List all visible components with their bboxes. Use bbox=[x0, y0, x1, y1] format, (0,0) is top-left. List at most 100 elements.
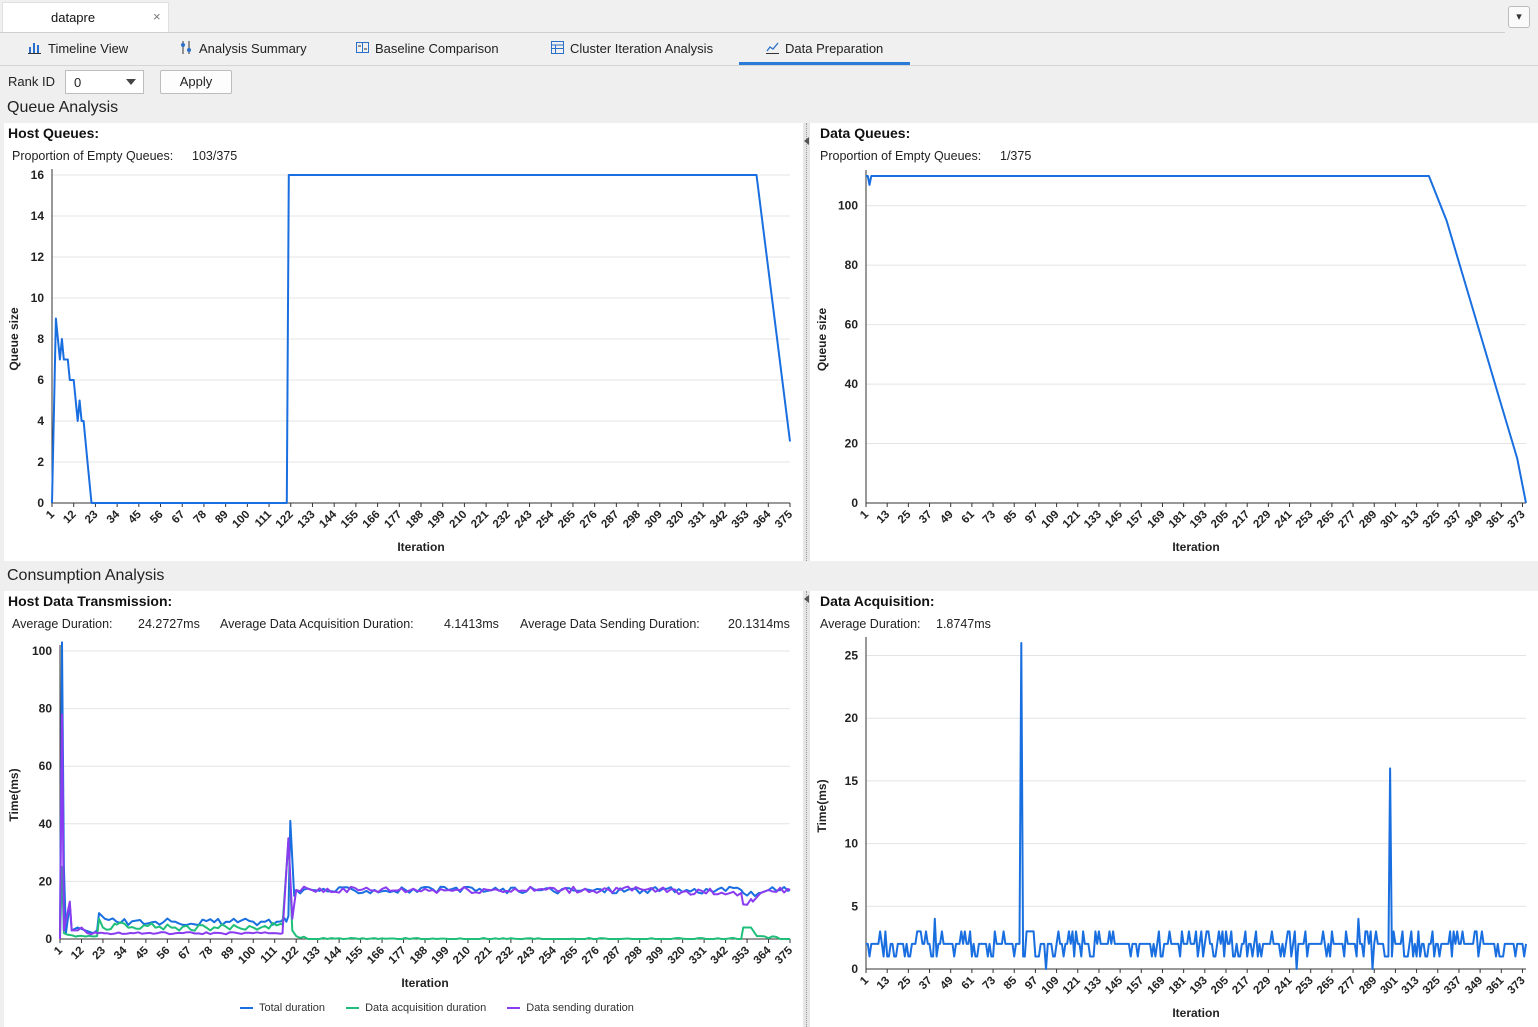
acq-avg-duration-label: Average Duration: bbox=[820, 617, 921, 631]
x-tick-label: 133 bbox=[1082, 975, 1104, 997]
x-tick-label: 97 bbox=[1023, 509, 1041, 527]
y-tick-label: 2 bbox=[37, 455, 44, 469]
x-tick-label: 349 bbox=[1463, 975, 1485, 997]
x-axis-label: Iteration bbox=[1172, 540, 1219, 554]
series-line-data_acquisition bbox=[866, 642, 1527, 970]
y-tick-label: 6 bbox=[37, 373, 44, 387]
x-tick-label: 1 bbox=[858, 508, 871, 521]
vertical-splitter[interactable] bbox=[803, 123, 810, 561]
x-tick-label: 155 bbox=[344, 944, 366, 966]
data-queues-panel: Data Queues: Proportion of Empty Queues:… bbox=[810, 123, 1538, 561]
table-icon bbox=[551, 41, 564, 54]
x-axis-label: Iteration bbox=[397, 540, 444, 554]
x-tick-label: 241 bbox=[1273, 508, 1295, 530]
bar-chart-icon bbox=[28, 43, 41, 54]
x-tick-label: 232 bbox=[494, 945, 516, 967]
legend-send-label: Data sending duration bbox=[526, 1002, 634, 1014]
x-tick-label: 166 bbox=[361, 509, 383, 531]
x-tick-label: 145 bbox=[1103, 974, 1125, 996]
x-tick-label: 232 bbox=[491, 509, 513, 531]
x-tick-label: 78 bbox=[192, 508, 210, 526]
host-queues-empty-label: Proportion of Empty Queues: bbox=[12, 149, 174, 163]
x-tick-label: 287 bbox=[601, 945, 623, 967]
data-acquisition-panel: Data Acquisition: Average Duration: 1.87… bbox=[810, 591, 1538, 1027]
apply-button[interactable]: Apply bbox=[160, 70, 232, 94]
x-tick-label: 45 bbox=[133, 944, 151, 962]
x-tick-label: 199 bbox=[426, 509, 448, 531]
x-tick-label: 243 bbox=[515, 945, 537, 967]
avg-duration-label: Average Duration: bbox=[12, 617, 113, 631]
collapse-left-icon[interactable] bbox=[804, 137, 809, 145]
x-tick-label: 276 bbox=[578, 509, 600, 531]
x-tick-label: 229 bbox=[1251, 509, 1273, 531]
y-tick-label: 12 bbox=[31, 250, 45, 264]
x-tick-label: 37 bbox=[917, 509, 935, 527]
x-tick-label: 325 bbox=[1421, 508, 1443, 530]
rank-id-label: Rank ID bbox=[8, 74, 55, 89]
x-tick-label: 301 bbox=[1378, 974, 1400, 996]
x-tick-label: 309 bbox=[644, 945, 666, 967]
x-tick-label: 265 bbox=[1315, 508, 1337, 530]
x-tick-label: 169 bbox=[1146, 975, 1168, 997]
x-tick-label: 277 bbox=[1336, 509, 1358, 531]
y-tick-label: 20 bbox=[845, 437, 859, 451]
x-tick-label: 157 bbox=[1124, 509, 1146, 531]
x-tick-label: 157 bbox=[1124, 975, 1146, 997]
file-tab-datapre[interactable]: datapre × bbox=[2, 2, 169, 33]
close-icon[interactable]: × bbox=[153, 9, 161, 24]
x-tick-label: 49 bbox=[938, 509, 956, 527]
x-tick-label: 169 bbox=[1146, 509, 1168, 531]
y-tick-label: 40 bbox=[39, 817, 53, 831]
x-tick-label: 301 bbox=[1378, 508, 1400, 530]
x-tick-label: 85 bbox=[1002, 508, 1020, 526]
x-tick-label: 12 bbox=[69, 945, 87, 963]
x-tick-label: 243 bbox=[513, 509, 535, 531]
x-tick-label: 97 bbox=[1023, 975, 1041, 993]
x-tick-label: 320 bbox=[665, 509, 687, 531]
x-tick-label: 1 bbox=[858, 974, 871, 987]
x-tick-label: 188 bbox=[404, 508, 426, 530]
x-tick-label: 34 bbox=[105, 508, 123, 526]
rank-toolbar: Rank ID 0 Apply bbox=[0, 66, 1538, 98]
x-tick-label: 49 bbox=[938, 975, 956, 993]
vertical-splitter[interactable] bbox=[803, 591, 810, 1027]
consumption-analysis-title: Consumption Analysis bbox=[7, 567, 165, 584]
x-axis-label: Iteration bbox=[401, 976, 448, 990]
x-tick-label: 325 bbox=[1421, 974, 1443, 996]
x-tick-label: 177 bbox=[382, 509, 404, 531]
x-tick-label: 1 bbox=[44, 508, 57, 521]
y-axis-label: Time(ms) bbox=[7, 768, 21, 821]
tab-baseline-comparison[interactable]: Baseline Comparison bbox=[356, 33, 506, 65]
x-tick-label: 364 bbox=[752, 944, 774, 966]
collapse-left-icon[interactable] bbox=[804, 595, 809, 603]
x-tick-label: 12 bbox=[61, 509, 79, 527]
x-tick-label: 287 bbox=[599, 509, 621, 531]
tab-data-preparation[interactable]: Data Preparation bbox=[739, 33, 910, 65]
x-tick-label: 122 bbox=[279, 945, 301, 967]
chevron-down-icon[interactable]: ▾ bbox=[1508, 6, 1530, 28]
tab-cluster-iteration-analysis[interactable]: Cluster Iteration Analysis bbox=[551, 33, 726, 65]
rank-id-select[interactable]: 0 bbox=[65, 70, 144, 94]
tab-analysis-summary[interactable]: Analysis Summary bbox=[180, 33, 310, 65]
line-chart-icon bbox=[766, 42, 779, 54]
tab-timeline-view[interactable]: Timeline View bbox=[28, 33, 138, 65]
tab-label: Baseline Comparison bbox=[375, 41, 499, 56]
x-tick-label: 210 bbox=[451, 945, 473, 967]
x-tick-label: 25 bbox=[896, 974, 914, 992]
x-axis-label: Iteration bbox=[1172, 1006, 1219, 1020]
x-tick-label: 121 bbox=[1061, 508, 1083, 530]
x-tick-label: 23 bbox=[91, 945, 109, 963]
host-transmission-title: Host Data Transmission: bbox=[8, 593, 173, 609]
x-tick-label: 337 bbox=[1442, 975, 1464, 997]
series-line-total-duration bbox=[59, 641, 791, 940]
x-tick-label: 199 bbox=[430, 945, 452, 967]
x-tick-label: 331 bbox=[687, 944, 709, 966]
x-tick-label: 193 bbox=[1188, 975, 1210, 997]
sliders-icon bbox=[181, 41, 191, 54]
tab-label: Analysis Summary bbox=[199, 41, 307, 56]
y-tick-label: 16 bbox=[31, 168, 45, 182]
x-tick-label: 100 bbox=[236, 945, 258, 967]
